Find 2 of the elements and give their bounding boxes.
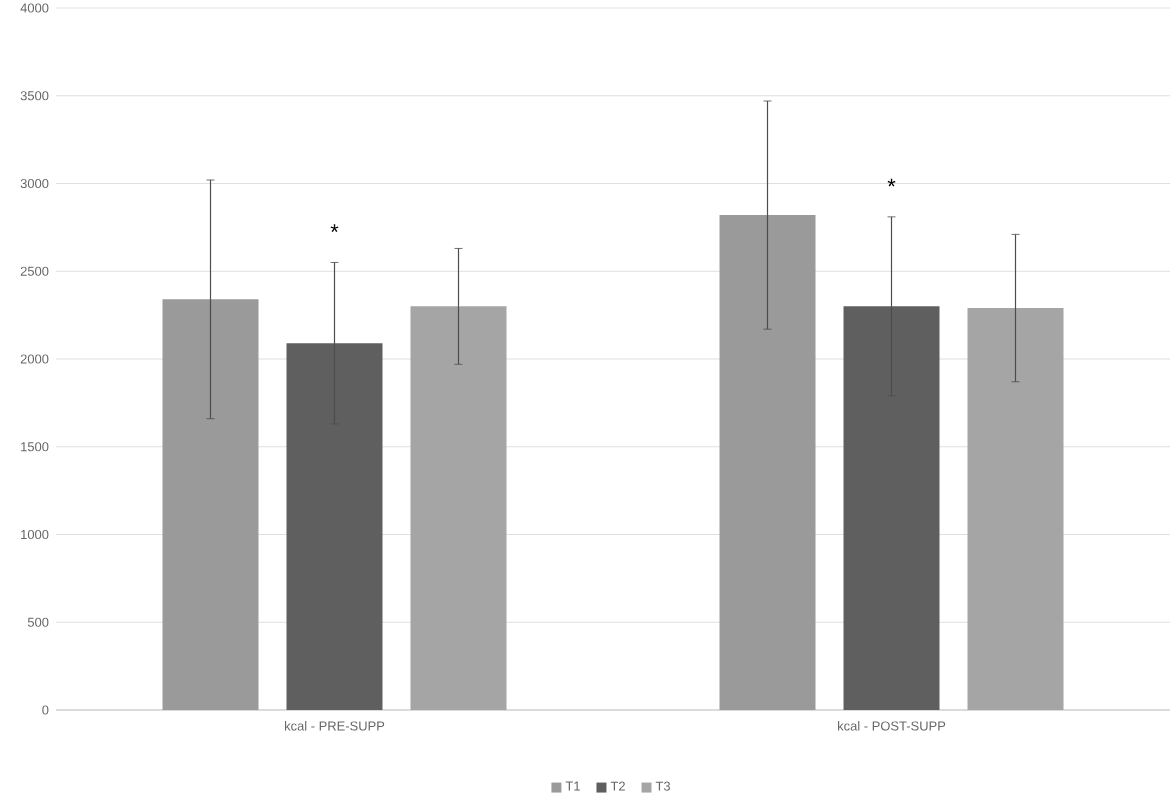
annotation: * xyxy=(330,224,339,233)
annotation: * xyxy=(887,178,896,187)
